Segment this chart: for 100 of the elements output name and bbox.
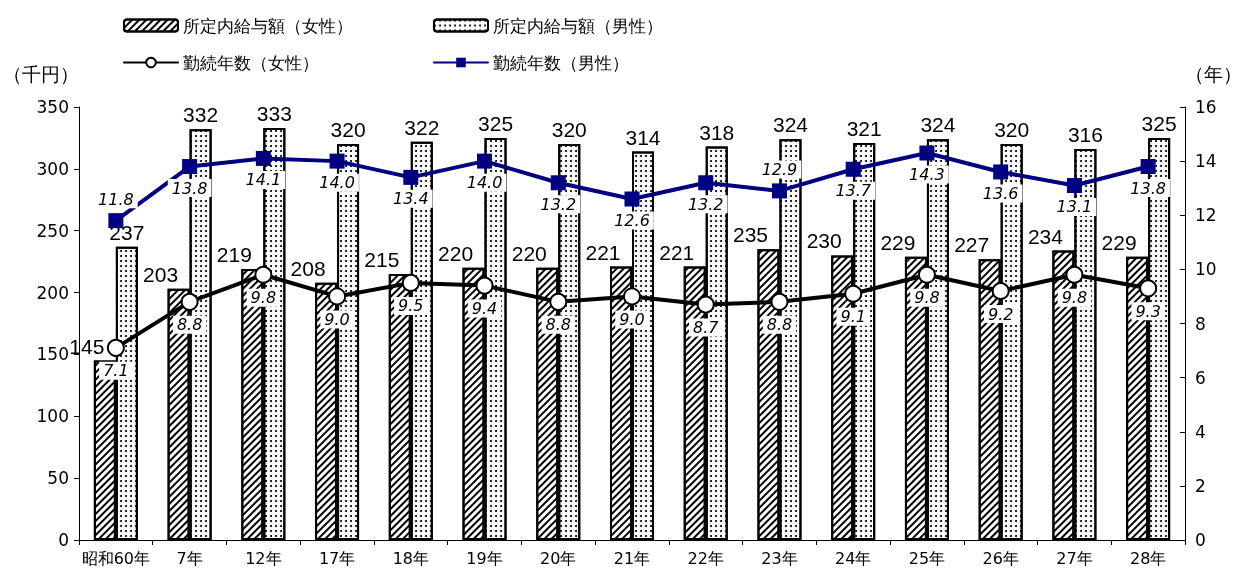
- y2-tick-label: 14: [1195, 151, 1217, 172]
- data-label: 220: [438, 241, 474, 265]
- point: [254, 265, 273, 284]
- y-tick-label: 350: [36, 97, 69, 117]
- point: [549, 292, 568, 311]
- point: [1065, 265, 1084, 284]
- point: [1066, 177, 1082, 193]
- legend-label: 勤続年数（男性）: [493, 52, 629, 73]
- data-label: 325: [1141, 111, 1177, 135]
- data-label: 9.8: [914, 288, 940, 308]
- data-label: 322: [404, 115, 440, 139]
- data-label: 314: [625, 125, 661, 149]
- point: [698, 175, 714, 191]
- legend-label: 勤続年数（女性）: [183, 52, 319, 73]
- x-tick-label: 21年: [613, 548, 651, 568]
- data-label: 8.7: [693, 318, 720, 338]
- data-label: 14.0: [466, 173, 503, 193]
- data-label: 8.8: [545, 315, 571, 335]
- data-label: 333: [256, 102, 292, 126]
- data-label: 13.1: [1056, 197, 1093, 217]
- x-tick-label: 12年: [245, 548, 282, 568]
- data-label: 219: [216, 243, 252, 267]
- point: [623, 287, 641, 306]
- point: [919, 145, 935, 161]
- data-label: 9.4: [471, 299, 498, 319]
- x-tick-label: 昭和60年: [81, 548, 151, 568]
- data-label: 9.2: [987, 304, 1014, 324]
- data-label: 324: [772, 113, 809, 137]
- point: [182, 159, 198, 175]
- point: [329, 153, 345, 169]
- data-label: 320: [330, 118, 366, 142]
- data-label: 320: [551, 118, 587, 142]
- x-tick-label: 28年: [1129, 548, 1167, 568]
- data-label: 208: [290, 256, 326, 280]
- data-label: 221: [585, 240, 621, 264]
- data-label: 13.8: [1130, 178, 1166, 198]
- y-tick-label: 300: [36, 158, 69, 179]
- point: [328, 287, 347, 306]
- point: [770, 292, 789, 311]
- y-tick-label: 100: [36, 406, 69, 427]
- data-label: 9.3: [1135, 301, 1161, 321]
- data-label: 9.0: [324, 309, 350, 329]
- legend-label: 所定内給与額（女性）: [183, 15, 353, 36]
- data-label: 13.6: [982, 183, 1019, 203]
- point: [403, 169, 419, 185]
- y2-tick-label: 6: [1195, 367, 1206, 388]
- data-label: 13.8: [171, 178, 208, 198]
- data-label: 221: [659, 240, 695, 264]
- data-label: 324: [920, 113, 956, 137]
- data-label: 229: [1101, 230, 1137, 254]
- y2-tick-label: 0: [1195, 530, 1206, 550]
- data-label: 316: [1067, 123, 1103, 147]
- point: [844, 284, 863, 303]
- point: [255, 150, 271, 166]
- data-label: 332: [183, 103, 219, 127]
- point: [475, 276, 494, 295]
- point: [991, 282, 1010, 301]
- x-tick-label: 17年: [318, 548, 356, 568]
- point: [550, 175, 566, 191]
- y2-tick-label: 12: [1195, 205, 1217, 226]
- data-label: 227: [954, 233, 990, 257]
- data-label: 9.8: [250, 288, 277, 308]
- data-label: 13.2: [540, 194, 577, 214]
- data-label: 318: [699, 120, 735, 144]
- data-label: 9.0: [619, 309, 645, 329]
- y2-tick-label: 4: [1195, 421, 1206, 442]
- y2-tick-label: 16: [1195, 97, 1217, 117]
- point: [180, 292, 199, 311]
- point: [477, 153, 493, 169]
- data-label: 229: [880, 230, 916, 254]
- data-label: 14.1: [245, 170, 282, 190]
- y-tick-label: 200: [36, 282, 69, 303]
- point: [696, 295, 715, 314]
- data-label: 9.1: [840, 307, 866, 327]
- data-label: 235: [732, 223, 768, 247]
- data-label: 14.0: [319, 173, 355, 193]
- data-label: 220: [511, 241, 547, 265]
- data-label: 8.8: [766, 315, 793, 335]
- point: [845, 161, 861, 177]
- point: [1139, 279, 1158, 298]
- x-tick-label: 26年: [982, 548, 1019, 568]
- x-tick-label: 25年: [908, 548, 946, 568]
- data-label: 14.3: [909, 165, 945, 185]
- data-label: 8.8: [176, 315, 203, 335]
- point: [106, 338, 125, 357]
- point: [917, 265, 936, 284]
- data-label: 13.4: [392, 189, 429, 209]
- data-label: 12.9: [761, 159, 798, 179]
- x-tick-label: 20年: [540, 548, 577, 568]
- y-tick-label: 0: [58, 530, 69, 550]
- data-label: 11.8: [98, 189, 134, 209]
- point: [401, 273, 420, 292]
- x-tick-label: 7年: [176, 548, 203, 568]
- y-axis-title: （千円）: [3, 62, 79, 85]
- point: [1140, 159, 1156, 175]
- data-label: 230: [806, 229, 842, 253]
- x-tick-label: 22年: [687, 548, 724, 568]
- x-tick-label: 18年: [392, 548, 429, 568]
- y2-axis-title: （年）: [1185, 62, 1242, 85]
- y-tick-label: 150: [36, 344, 69, 365]
